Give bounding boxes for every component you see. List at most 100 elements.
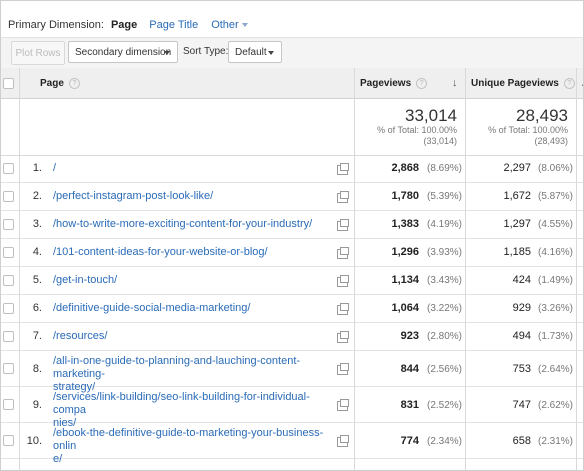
primary-dimension-label: Primary Dimension:: [8, 19, 104, 31]
table-header-row: Page ? Pageviews ? ↓ Unique Pageviews ? …: [1, 68, 583, 99]
unique-pageviews-percent: (2.64%): [537, 364, 573, 375]
select-all-checkbox[interactable]: [3, 78, 14, 89]
row-checkbox[interactable]: [3, 399, 14, 410]
row-rank: 9.: [32, 399, 42, 411]
page-link-line-1: /services/link-building/seo-link-buildin…: [53, 391, 310, 416]
plot-rows-button[interactable]: Plot Rows: [11, 41, 65, 65]
row-checkbox[interactable]: [3, 247, 14, 258]
pageviews-value: 831: [400, 399, 419, 411]
unique-pageviews-value: 747: [512, 399, 531, 411]
page-link[interactable]: /all-in-one-guide-to-planning-and-lauchi…: [53, 355, 335, 394]
page-link[interactable]: /get-in-touch/: [53, 274, 118, 286]
secondary-dimension-select[interactable]: Secondary dimension: [68, 41, 178, 63]
row-rank: 4.: [32, 246, 42, 258]
page-link[interactable]: /perfect-instagram-post-look-like/: [53, 190, 214, 202]
row-checkbox[interactable]: [3, 219, 14, 230]
sort-type-select[interactable]: Default: [228, 41, 282, 63]
table-toolbar: Plot Rows Secondary dimension Sort Type:…: [1, 37, 583, 69]
page-link[interactable]: /ebook-the-definitive-guide-to-marketing…: [53, 427, 335, 466]
page-link[interactable]: /101-content-ideas-for-your-website-or-b…: [53, 246, 268, 258]
table-row: 10. /ebook-the-definitive-guide-to-marke…: [1, 423, 583, 465]
dimension-other-dropdown[interactable]: Other: [211, 19, 248, 31]
open-in-new-window-icon[interactable]: [337, 191, 349, 203]
column-divider: [465, 68, 466, 470]
row-checkbox[interactable]: [3, 163, 14, 174]
row-checkbox[interactable]: [3, 191, 14, 202]
page-link[interactable]: /how-to-write-more-exciting-content-for-…: [53, 218, 313, 230]
row-checkbox[interactable]: [3, 435, 14, 446]
open-in-new-window-icon[interactable]: [337, 275, 349, 287]
help-icon[interactable]: ?: [416, 77, 428, 89]
pageviews-value: 1,064: [391, 302, 419, 314]
page-link[interactable]: /: [53, 162, 57, 174]
row-checkbox[interactable]: [3, 303, 14, 314]
dimension-other-label: Other: [211, 19, 239, 31]
column-header-next-label: A: [582, 78, 583, 89]
chevron-down-icon: [164, 51, 170, 55]
row-rank: 8.: [32, 363, 42, 375]
help-icon[interactable]: ?: [563, 77, 575, 89]
column-header-pageviews[interactable]: Pageviews ?: [360, 68, 428, 98]
row-rank: 3.: [32, 218, 42, 230]
open-in-new-window-icon[interactable]: [337, 163, 349, 175]
page-link[interactable]: /services/link-building/seo-link-buildin…: [53, 391, 335, 430]
pageviews-percent: (5.39%): [426, 191, 462, 202]
column-divider: [19, 68, 20, 470]
unique-pageviews-total: 28,493 % of Total: 100.00% (28,493): [467, 107, 568, 147]
sort-descending-arrow-icon[interactable]: ↓: [452, 77, 458, 89]
row-rank: 10.: [26, 435, 42, 447]
pageviews-percent: (3.22%): [426, 303, 462, 314]
row-checkbox[interactable]: [3, 331, 14, 342]
unique-pageviews-percent: (2.62%): [537, 400, 573, 411]
sort-type-label: Sort Type:: [183, 46, 229, 57]
row-checkbox[interactable]: [3, 275, 14, 286]
pageviews-value: 1,296: [391, 246, 419, 258]
secondary-dimension-label: Secondary dimension: [75, 46, 172, 58]
pageviews-total-percent: % of Total: 100.00%: [377, 125, 457, 135]
pageviews-value: 1,780: [391, 190, 419, 202]
row-checkbox[interactable]: [3, 363, 14, 374]
pageviews-value: 1,134: [391, 274, 419, 286]
open-in-new-window-icon[interactable]: [337, 247, 349, 259]
row-rank: 2.: [32, 190, 42, 202]
pageviews-value: 844: [400, 363, 419, 375]
table-row: 3. /how-to-write-more-exciting-content-f…: [1, 211, 583, 239]
unique-pageviews-value: 1,185: [503, 246, 531, 258]
help-icon[interactable]: ?: [68, 77, 80, 89]
unique-pageviews-percent: (5.87%): [537, 191, 573, 202]
pageviews-percent: (2.52%): [426, 400, 462, 411]
pageviews-total-absolute: (33,014): [423, 136, 457, 146]
page-link[interactable]: /definitive-guide-social-media-marketing…: [53, 302, 251, 314]
open-in-new-window-icon[interactable]: [337, 331, 349, 343]
unique-pageviews-value: 658: [512, 435, 531, 447]
dimension-page-title-link[interactable]: Page Title: [149, 19, 199, 31]
page-link[interactable]: /resources/: [53, 330, 108, 342]
open-in-new-window-icon[interactable]: [337, 435, 349, 447]
open-in-new-window-icon[interactable]: [337, 399, 349, 411]
pageviews-total: 33,014 % of Total: 100.00% (33,014): [356, 107, 457, 147]
pageviews-total-value: 33,014: [405, 106, 457, 125]
pageviews-percent: (2.80%): [426, 331, 462, 342]
unique-pageviews-percent: (4.55%): [537, 219, 573, 230]
column-header-unique-pageviews[interactable]: Unique Pageviews ?: [471, 68, 575, 98]
open-in-new-window-icon[interactable]: [337, 303, 349, 315]
column-header-page[interactable]: Page ?: [40, 68, 80, 98]
column-header-pageviews-label: Pageviews: [360, 77, 412, 89]
column-header-next-cut[interactable]: A: [582, 68, 583, 98]
unique-pageviews-percent: (3.26%): [537, 303, 573, 314]
column-header-unique-pageviews-label: Unique Pageviews: [471, 77, 559, 89]
open-in-new-window-icon[interactable]: [337, 219, 349, 231]
open-in-new-window-icon[interactable]: [337, 363, 349, 375]
unique-pageviews-total-percent: % of Total: 100.00%: [488, 125, 568, 135]
pageviews-percent: (4.19%): [426, 219, 462, 230]
unique-pageviews-percent: (1.49%): [537, 275, 573, 286]
pageviews-percent: (2.34%): [426, 436, 462, 447]
row-rank: 7.: [32, 330, 42, 342]
unique-pageviews-total-value: 28,493: [516, 106, 568, 125]
table-row: 1. / 2,868 (8.69%) 2,297 (8.06%): [1, 155, 583, 183]
table-row: 8. /all-in-one-guide-to-planning-and-lau…: [1, 351, 583, 393]
primary-dimension-bar: Primary Dimension: Page Page Title Other: [8, 18, 248, 32]
unique-pageviews-value: 494: [512, 330, 531, 342]
dimension-page-active[interactable]: Page: [110, 19, 138, 31]
table-row: 6. /definitive-guide-social-media-market…: [1, 295, 583, 323]
